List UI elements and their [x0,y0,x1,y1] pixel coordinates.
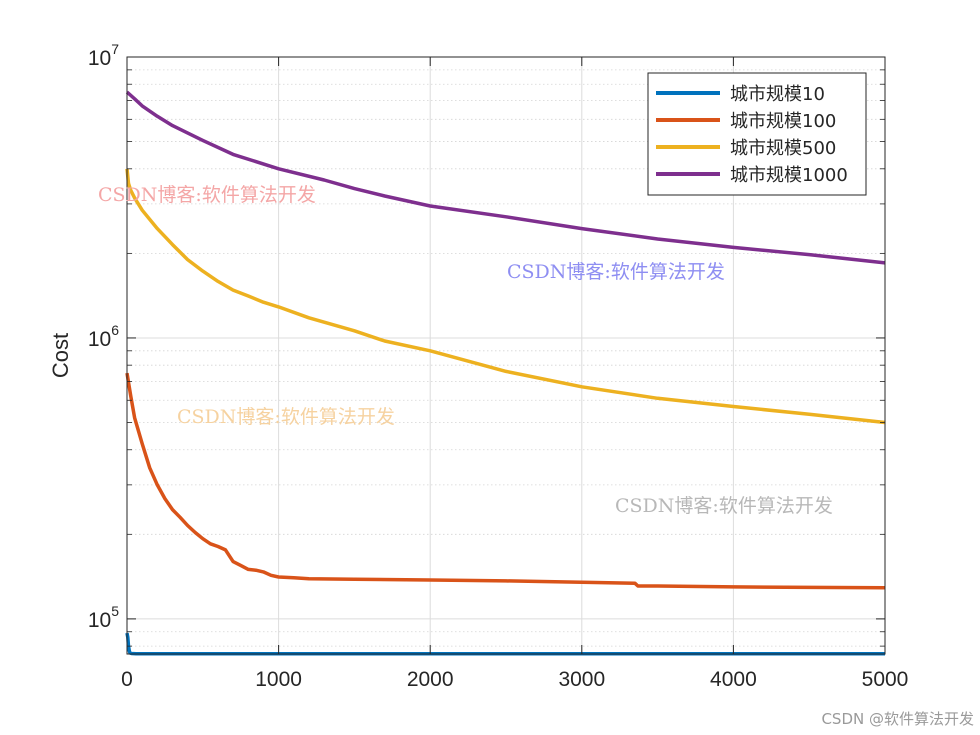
legend-entry: 城市规模100 [730,111,836,132]
y-tick-label: 105 [88,603,119,632]
legend-entry: 城市规模500 [730,138,836,159]
y-tick-label: 106 [88,322,119,351]
plot-frame [126,56,886,655]
corner-watermark: CSDN @软件算法开发 [821,710,974,728]
x-tick-label: 3000 [558,668,605,691]
y-tick-label: 107 [88,41,119,70]
series-line [125,632,885,656]
legend-entry: 城市规模10 [730,84,825,105]
x-tick-label: 2000 [407,668,454,691]
x-tick-label: 4000 [710,668,757,691]
series-line [125,90,886,265]
x-tick-label: 0 [121,668,133,691]
series-line [125,372,886,590]
x-tick-label: 1000 [255,668,302,691]
legend: 城市规模10 城市规模100 城市规模500 城市规模1000 [647,72,867,196]
x-tick-label: 5000 [862,668,909,691]
series-line [125,168,886,425]
axis-ticks: 105 106 107 0 1000 2000 3000 4000 5000 [88,41,909,691]
legend-entry: 城市规模1000 [730,165,848,186]
y-axis-label: Cost [48,333,73,378]
